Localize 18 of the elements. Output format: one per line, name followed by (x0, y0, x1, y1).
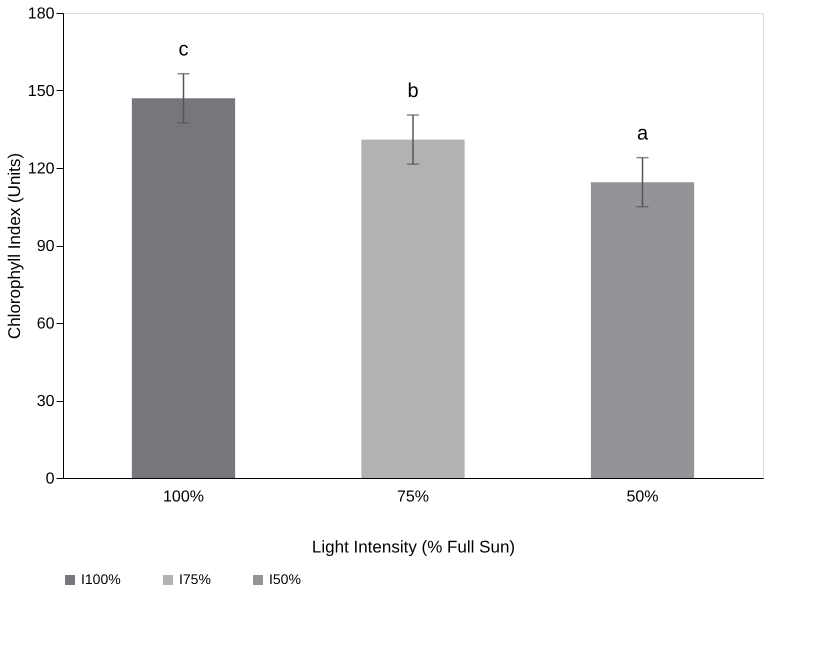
x-tick-label: 50% (626, 488, 659, 506)
y-tick-label: 120 (28, 160, 55, 178)
x-axis-title: Light Intensity (% Full Sun) (312, 538, 516, 556)
y-tick-label: 0 (46, 470, 55, 488)
annotation: b (407, 80, 419, 102)
annotation: a (636, 122, 649, 145)
y-tick-label: 90 (36, 238, 55, 255)
legend-label: I50% (269, 571, 301, 587)
y-tick-label: 30 (36, 393, 55, 410)
x-tick-label: 75% (396, 488, 430, 506)
y-tick-label: 60 (36, 316, 55, 332)
annotation: c (178, 38, 188, 61)
x-tick-label: 100% (163, 488, 204, 506)
y-tick-label: 180 (28, 6, 55, 22)
y-tick-label: 150 (28, 83, 55, 100)
legend-label: I75% (179, 571, 211, 587)
legend-label: I100% (81, 571, 121, 587)
y-axis-title: Chlorophyll Index (Units) (4, 152, 24, 340)
